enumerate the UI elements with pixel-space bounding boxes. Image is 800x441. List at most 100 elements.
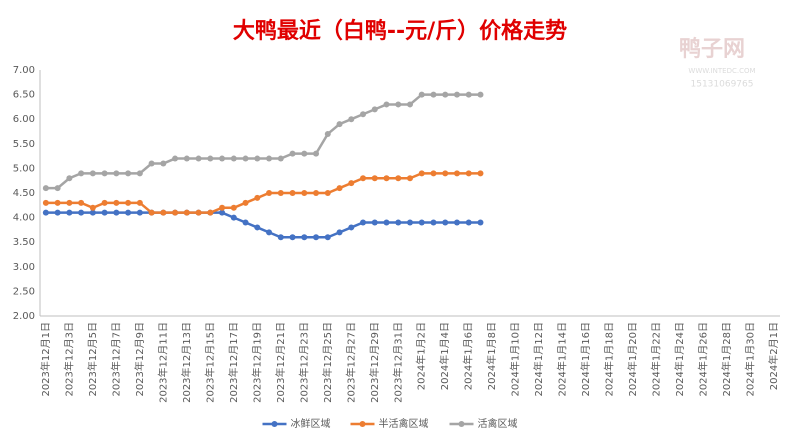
data-point [453,170,460,177]
y-tick-label: 6.00 [13,114,35,125]
data-point [148,209,155,216]
legend-label: 半活禽区域 [379,417,429,430]
data-point [407,101,413,108]
data-point [125,170,132,177]
data-point [101,170,108,177]
y-tick-label: 2.50 [13,286,35,297]
y-tick-label: 5.50 [13,139,35,150]
x-tick-label: 2023年12月1日 [39,322,52,397]
data-point [219,204,226,211]
data-point [442,170,449,177]
x-tick-label: 2023年12月29日 [368,322,381,403]
watermark-phone: 15131069765 [691,80,754,90]
x-tick-label: 2023年12月31日 [391,322,404,403]
data-point [395,101,402,108]
data-point [336,121,343,128]
series-line [45,211,481,239]
data-point [348,180,355,187]
data-point [301,150,308,157]
data-point [360,219,367,226]
data-point [418,219,425,226]
data-point [465,219,472,226]
data-point [360,111,367,118]
data-point [66,175,73,182]
legend-label: 活禽区域 [478,417,518,430]
data-point [395,219,402,226]
x-tick-label: 2023年12月3日 [62,322,75,397]
data-point [254,194,261,201]
data-point [336,185,343,192]
data-point [136,170,143,177]
data-point [313,190,320,196]
x-tick-label: 2024年1月26日 [697,322,710,397]
data-point [360,175,367,182]
x-tick-label: 2023年12月25日 [321,322,334,403]
data-point [78,209,85,216]
x-tick-label: 2024年1月2日 [415,322,428,390]
data-point [160,160,167,167]
x-tick-label: 2024年2月1日 [767,322,780,390]
data-point [207,155,214,162]
data-point [172,209,179,216]
data-point [113,170,120,177]
data-point [148,160,155,167]
data-point [54,185,61,192]
data-point [371,106,378,113]
data-point [313,150,320,157]
data-point [465,170,472,177]
data-point [383,101,390,108]
data-point [219,155,226,162]
data-point [277,234,284,241]
x-tick-label: 2024年1月8日 [485,322,498,390]
legend-label: 冰鲜区域 [291,417,331,430]
x-tick-label: 2023年12月11日 [156,322,169,403]
data-point [301,190,308,196]
x-tick-label: 2023年12月9日 [133,322,146,397]
series-line [45,172,481,214]
x-tick-label: 2024年1月6日 [462,322,475,390]
data-point [418,91,425,98]
data-point [430,91,437,98]
data-point [407,219,413,226]
y-tick-label: 7.00 [13,65,35,76]
x-tick-label: 2023年12月21日 [274,322,287,403]
data-point [477,219,484,226]
data-point [407,175,413,182]
x-tick-label: 2024年1月10日 [509,322,522,397]
data-point [230,214,237,221]
data-point [442,219,449,226]
x-tick-label: 2023年12月15日 [203,322,216,403]
x-tick-label: 2024年1月20日 [626,322,639,397]
data-point [348,224,355,231]
legend-marker [458,421,465,427]
data-point [277,190,284,196]
data-point [89,204,96,211]
data-point [324,130,331,137]
data-point [453,91,460,98]
data-point [125,209,132,216]
data-point [348,116,355,123]
data-point [42,209,49,216]
data-point [113,209,120,216]
data-point [442,91,449,98]
data-point [113,199,120,206]
data-point [101,209,108,216]
x-tick-label: 2024年1月30日 [744,322,757,397]
x-tick-label: 2024年1月14日 [556,322,569,397]
y-tick-label: 6.50 [13,90,35,101]
data-point [183,155,190,162]
data-point [66,199,73,206]
data-point [289,234,296,241]
data-point [230,155,237,162]
y-tick-label: 4.00 [13,213,35,224]
x-tick-label: 2024年1月28日 [720,322,733,397]
x-tick-label: 2024年1月16日 [579,322,592,397]
data-point [42,185,49,192]
data-point [136,199,143,206]
data-point [89,170,96,177]
data-point [371,175,378,182]
x-tick-label: 2024年1月24日 [673,322,686,397]
data-point [266,229,273,236]
data-point [78,170,85,177]
